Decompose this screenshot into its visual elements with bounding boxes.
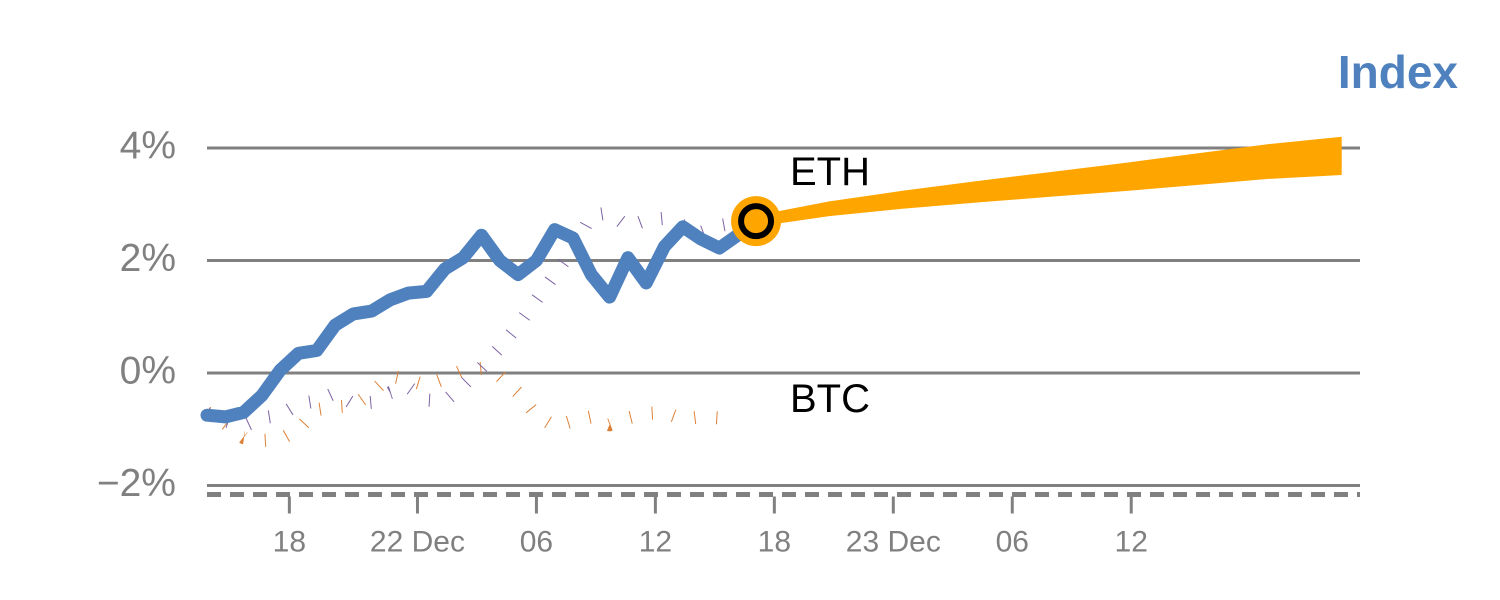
x-axis-tick-label: 06	[996, 526, 1029, 559]
y-axis-tick-label: 2%	[120, 237, 176, 280]
x-axis-ticks	[287, 496, 1133, 514]
x-axis-tick-label: 23 Dec	[846, 526, 941, 559]
series-index-line[interactable]	[200, 214, 763, 424]
series-path-index[interactable]	[200, 214, 763, 424]
chart-title: Index	[1338, 46, 1459, 98]
x-axis-tick-labels: 18 22 Dec 06 12 18 23 Dec 06 12	[273, 526, 1148, 559]
series-index-forecast-band[interactable]	[756, 136, 1342, 227]
y-axis-tick-labels: 4% 2% 0% −2%	[97, 124, 176, 505]
x-axis-tick-label: 06	[520, 526, 553, 559]
x-axis-tick-label: 18	[758, 526, 791, 559]
y-axis-tick-label: −2%	[97, 462, 176, 505]
forecast-band-area[interactable]	[756, 136, 1342, 227]
series-label-btc: BTC	[790, 377, 870, 421]
marker-ring[interactable]	[738, 203, 775, 240]
x-axis-tick-label: 18	[273, 526, 306, 559]
x-axis-tick-label: 12	[639, 526, 672, 559]
gridlines	[207, 146, 1360, 487]
x-axis-tick-label: 12	[1115, 526, 1148, 559]
y-axis-tick-label: 0%	[120, 349, 176, 392]
x-axis-tick-label: 22 Dec	[370, 526, 465, 559]
y-axis-tick-label: 4%	[120, 124, 176, 167]
series-label-eth: ETH	[790, 150, 870, 194]
current-value-marker[interactable]	[731, 196, 782, 247]
